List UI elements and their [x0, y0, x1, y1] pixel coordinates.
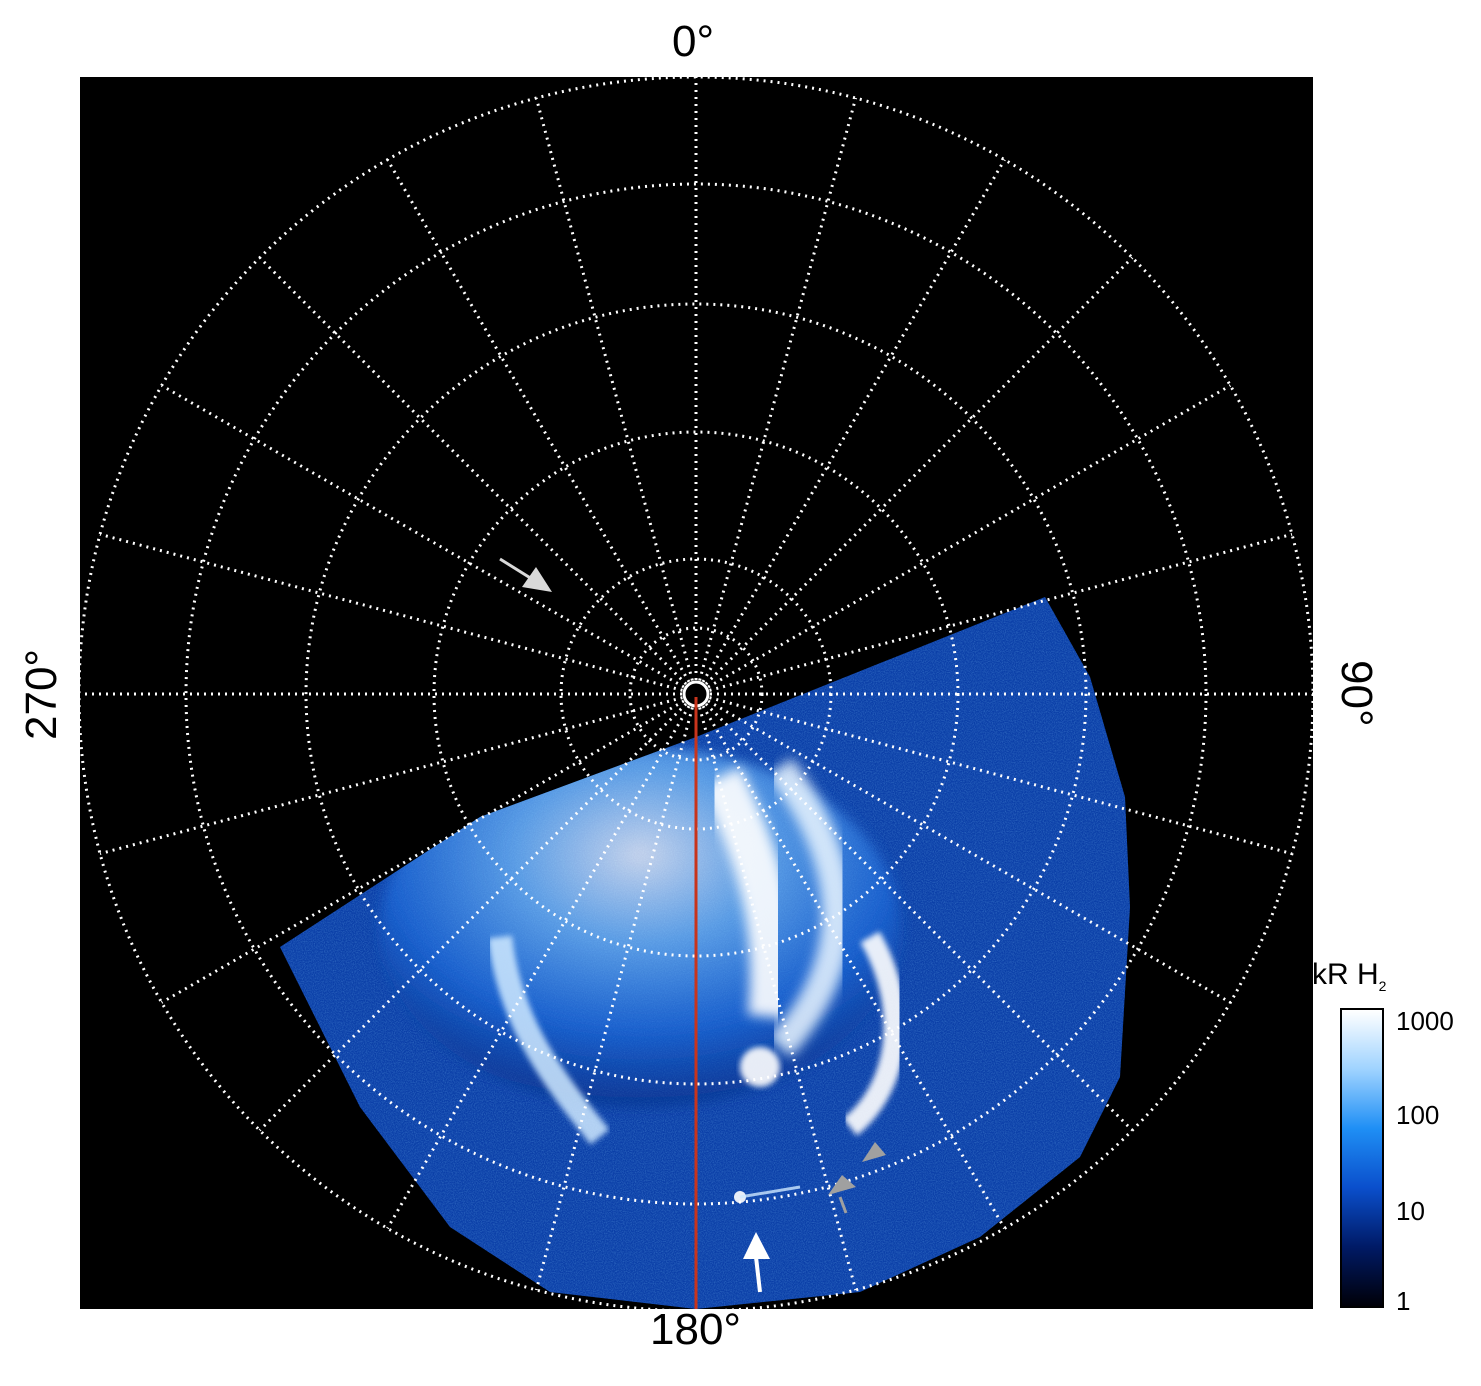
latitude-ring [432, 430, 960, 958]
arrow-gray-upper [862, 1142, 886, 1162]
meridian-line [701, 705, 1006, 1230]
meridian-line [534, 707, 694, 1291]
colorbar [1340, 1008, 1384, 1308]
meridian-line [258, 256, 688, 686]
longitude-label-0: 0° [672, 17, 715, 66]
meridian-line [701, 158, 1006, 683]
arrow-upper-left [499, 557, 552, 592]
arrow-gray-lower [828, 1175, 856, 1214]
colorbar-tick-1: 1 [1396, 1286, 1411, 1316]
meridian-line [258, 702, 688, 1132]
meridian-line [698, 707, 858, 1291]
colorbar-title-subscript: 2 [1378, 978, 1387, 994]
polar-projection-image [80, 77, 1313, 1309]
meridian-line [707, 384, 1232, 689]
meridian-line [160, 384, 685, 689]
meridian-line [698, 97, 858, 681]
colorbar-title-text: kR H [1312, 958, 1379, 991]
meridian-line [709, 696, 1293, 856]
meridian-line [709, 532, 1293, 692]
latitude-longitude-grid [80, 77, 1313, 1309]
meridian-line [534, 97, 694, 681]
meridian-line [160, 699, 685, 1004]
meridian-line [386, 158, 691, 683]
latitude-ring [628, 626, 764, 762]
meridian-line [704, 256, 1134, 686]
colorbar-tick-1000: 1000 [1396, 1006, 1454, 1036]
colorbar-tick-10: 10 [1396, 1196, 1425, 1226]
colorbar-tick-100: 100 [1396, 1100, 1440, 1130]
polar-plot-svg [80, 77, 1313, 1309]
meridian-line [99, 532, 683, 692]
longitude-label-90: 90° [1332, 660, 1381, 727]
longitude-label-180: 180° [650, 1305, 742, 1354]
meridian-line [99, 696, 683, 856]
meridian-line [704, 702, 1134, 1132]
meridian-line [707, 699, 1232, 1004]
longitude-label-270: 270° [17, 648, 66, 740]
colorbar-title: kR H2 [1312, 958, 1386, 994]
arrow-bottom-white [743, 1232, 770, 1293]
meridian-line [386, 705, 691, 1230]
latitude-ring [304, 302, 1088, 1086]
latitude-ring [184, 182, 1208, 1206]
